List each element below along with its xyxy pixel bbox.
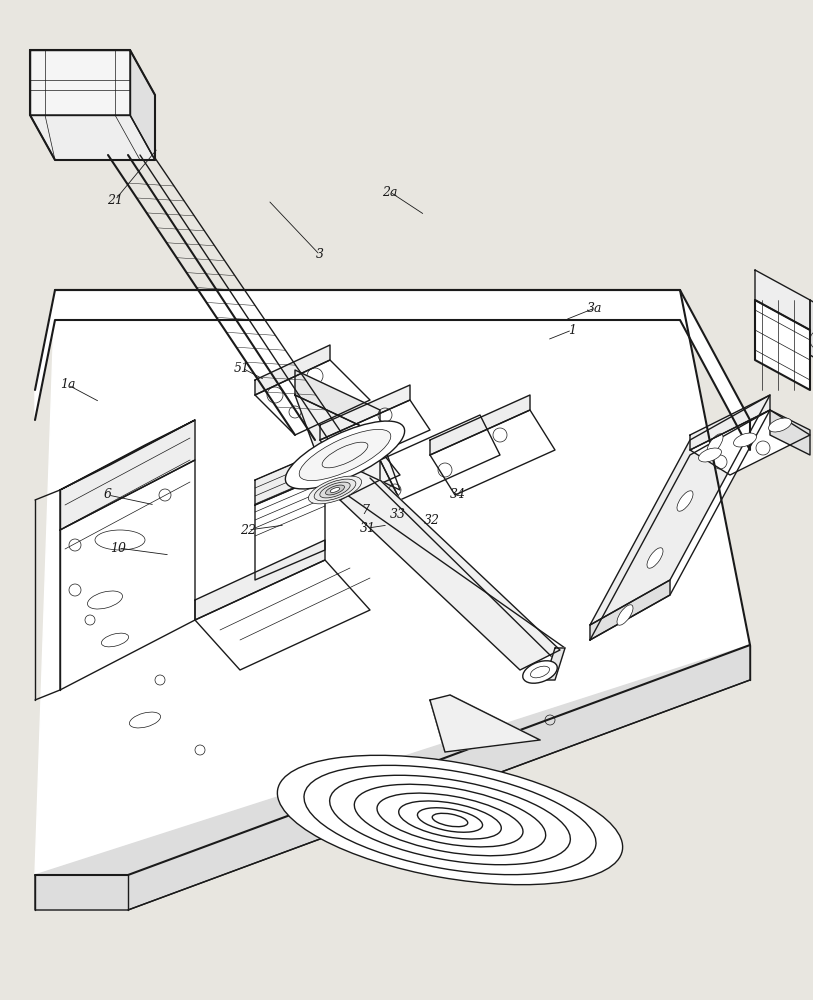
Text: 33: 33 (390, 508, 406, 522)
Ellipse shape (330, 488, 340, 492)
Text: 1: 1 (568, 324, 576, 336)
Polygon shape (320, 400, 430, 470)
Polygon shape (35, 290, 750, 450)
Polygon shape (755, 300, 810, 390)
Polygon shape (255, 475, 325, 580)
Ellipse shape (95, 530, 145, 550)
Ellipse shape (285, 421, 405, 489)
Polygon shape (430, 395, 530, 455)
Polygon shape (255, 360, 370, 435)
Polygon shape (195, 540, 325, 620)
Text: 2a: 2a (382, 186, 398, 198)
Text: 32: 32 (424, 514, 440, 526)
Polygon shape (255, 450, 325, 505)
Polygon shape (430, 695, 540, 752)
Polygon shape (590, 410, 770, 640)
Ellipse shape (768, 418, 792, 432)
Polygon shape (690, 410, 810, 475)
Text: 34: 34 (450, 488, 466, 502)
Ellipse shape (320, 482, 350, 498)
Polygon shape (810, 300, 813, 370)
Polygon shape (130, 50, 155, 160)
Polygon shape (545, 648, 565, 680)
Text: 6: 6 (104, 488, 112, 502)
Polygon shape (255, 345, 330, 395)
Polygon shape (30, 50, 155, 160)
Ellipse shape (129, 712, 160, 728)
Polygon shape (320, 385, 410, 440)
Polygon shape (295, 395, 400, 490)
Text: 10: 10 (110, 542, 126, 554)
Polygon shape (295, 370, 380, 435)
Ellipse shape (707, 434, 723, 454)
Polygon shape (690, 395, 770, 450)
Text: 7: 7 (361, 504, 369, 516)
Ellipse shape (617, 605, 633, 625)
Polygon shape (60, 420, 195, 530)
Polygon shape (195, 560, 370, 670)
Text: 22: 22 (240, 524, 256, 536)
Polygon shape (590, 580, 670, 640)
Ellipse shape (733, 433, 756, 447)
Ellipse shape (523, 661, 557, 683)
Ellipse shape (299, 429, 391, 481)
Polygon shape (380, 460, 400, 520)
Polygon shape (335, 450, 400, 495)
Ellipse shape (698, 448, 721, 462)
Polygon shape (755, 270, 810, 330)
Ellipse shape (314, 479, 356, 501)
Polygon shape (430, 410, 555, 495)
Polygon shape (60, 460, 195, 690)
Polygon shape (770, 410, 810, 455)
Ellipse shape (329, 775, 571, 865)
Polygon shape (590, 395, 770, 625)
Polygon shape (35, 645, 750, 910)
Ellipse shape (422, 816, 438, 824)
Polygon shape (380, 415, 500, 500)
Polygon shape (30, 115, 155, 160)
Ellipse shape (677, 491, 693, 511)
Polygon shape (35, 290, 750, 875)
Ellipse shape (277, 755, 623, 885)
Text: 21: 21 (107, 194, 123, 207)
Text: 31: 31 (360, 522, 376, 534)
Polygon shape (60, 420, 195, 490)
Text: 3a: 3a (587, 302, 602, 314)
Ellipse shape (88, 591, 123, 609)
Ellipse shape (325, 485, 345, 495)
Ellipse shape (308, 476, 362, 504)
Polygon shape (30, 50, 130, 115)
Text: 1a: 1a (60, 378, 76, 391)
Polygon shape (340, 480, 560, 670)
Text: 51: 51 (234, 361, 250, 374)
Text: 3: 3 (316, 248, 324, 261)
Ellipse shape (647, 548, 663, 568)
Ellipse shape (102, 633, 128, 647)
